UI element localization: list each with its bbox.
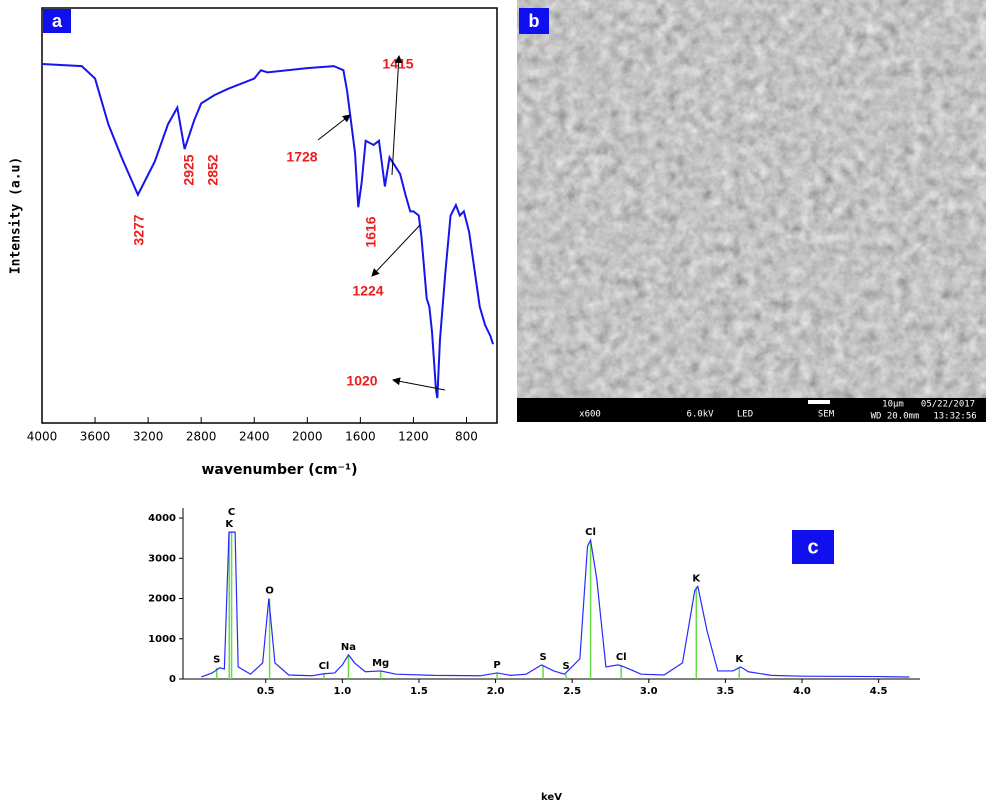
y-tick-label: 2000 — [148, 594, 176, 605]
x-axis-label: keV — [541, 792, 562, 803]
annotation-arrow — [372, 225, 420, 276]
peak-label: Mg — [372, 658, 389, 669]
peak-label: S — [213, 655, 220, 666]
peak-label: K — [735, 654, 744, 665]
x-tick-label: 1.5 — [410, 686, 428, 697]
annotation-arrow — [392, 56, 399, 175]
x-tick-label: 4.0 — [793, 686, 811, 697]
peak-annotation: 1020 — [346, 373, 377, 389]
peak-label: Cl — [585, 527, 596, 538]
sem-image — [517, 0, 986, 398]
x-tick-label: 2000 — [292, 430, 323, 444]
sem-info: LED — [737, 410, 753, 420]
sem-info: 6.0kV — [686, 410, 714, 420]
peak-label: S — [539, 652, 546, 663]
x-tick-label: 1.0 — [333, 686, 351, 697]
peak-label: P — [493, 660, 500, 671]
plot-frame — [42, 8, 497, 423]
sem-info: SEM — [818, 410, 835, 420]
x-tick-label: 2.0 — [487, 686, 505, 697]
sem-info: 13:32:56 — [933, 412, 976, 422]
peak-label: Na — [341, 642, 356, 653]
y-tick-label: 3000 — [148, 553, 176, 564]
figure: Intensity (a.u) wavenumber (cm⁻¹) 4000 3600… — [0, 0, 986, 803]
peak-label: K — [225, 519, 234, 530]
x-tick-label: 1600 — [345, 430, 376, 444]
annotation-arrow — [318, 115, 350, 140]
spectrum-line — [42, 64, 493, 398]
panel-label: a — [52, 11, 63, 31]
x-tick-label: 0.5 — [257, 686, 275, 697]
x-tick-label: 3600 — [80, 430, 111, 444]
y-tick-label: 1000 — [148, 634, 176, 645]
peak-annotation: 3277 — [131, 214, 147, 245]
sem-info: x600 — [579, 410, 601, 420]
peak-label: O — [265, 586, 274, 597]
panel-label: c — [807, 536, 818, 558]
x-tick-label: 800 — [455, 430, 478, 444]
x-tick-label: 3.0 — [640, 686, 658, 697]
peak-annotation: 2852 — [205, 154, 221, 185]
x-tick-label: 4000 — [27, 430, 58, 444]
sem-info: 05/22/2017 — [921, 400, 975, 410]
sem-info: WD 20.0mm — [871, 412, 920, 422]
x-tick-label: 2800 — [186, 430, 217, 444]
x-tick-label: 2400 — [239, 430, 270, 444]
panel-label: b — [529, 11, 540, 31]
peak-annotation: 1728 — [286, 149, 317, 165]
scale-bar — [808, 400, 830, 404]
x-tick-label: 4.5 — [870, 686, 888, 697]
page: Intensity (a.u) wavenumber (cm⁻¹) 4000 3600… — [0, 0, 986, 803]
y-tick-label: 0 — [169, 674, 176, 685]
x-tick-label: 3.5 — [717, 686, 735, 697]
peak-label: C — [228, 507, 235, 518]
x-tick-label: 2.5 — [563, 686, 581, 697]
y-axis-label: Intensity (a.u) — [9, 157, 24, 274]
peak-annotation: 2925 — [181, 154, 197, 185]
peak-annotation: 1224 — [352, 283, 383, 299]
x-axis-label: wavenumber (cm⁻¹) — [201, 462, 357, 478]
x-tick-label: 1200 — [398, 430, 429, 444]
peak-label: K — [692, 573, 701, 584]
y-tick-label: 4000 — [148, 513, 176, 524]
peak-annotation: 1616 — [363, 216, 379, 247]
peak-label: Cl — [319, 661, 330, 672]
peak-label: Cl — [616, 652, 627, 663]
x-tick-label: 3200 — [133, 430, 164, 444]
sem-info: 10μm — [882, 400, 904, 410]
